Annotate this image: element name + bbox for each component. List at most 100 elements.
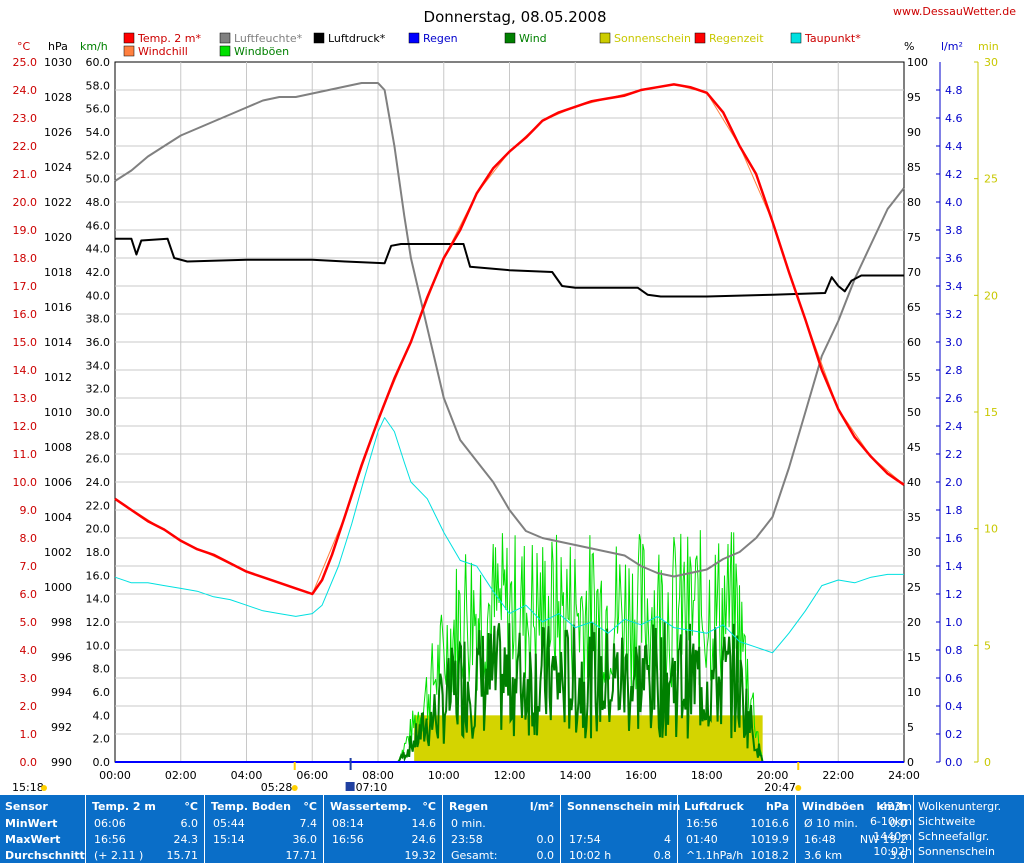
stats-cell-value: 0.0 — [536, 833, 555, 846]
tick-humidity: 70 — [907, 266, 921, 279]
legend-swatch — [219, 45, 231, 57]
tick-humidity: 85 — [907, 161, 921, 174]
stats-cell-row: 15:14 36.0 — [205, 832, 323, 847]
legend-swatch — [313, 32, 325, 44]
tick-pressure: 1028 — [44, 91, 72, 104]
tick-pressure: 1000 — [44, 581, 72, 594]
tick-wind: 44.0 — [86, 243, 111, 256]
website-link[interactable]: www.DessauWetter.de — [893, 5, 1016, 18]
tick-pressure: 1014 — [44, 336, 72, 349]
stats-header-label: Temp. Boden — [211, 800, 291, 813]
tick-rain: 1.6 — [945, 532, 963, 545]
stats-cell-value: 6.0 — [180, 817, 199, 830]
stats-column: Luftdruck hPa 16:56 1016.6 01:40 1019.9 ^1.1hP… — [678, 795, 796, 863]
tick-time: 18:00 — [691, 769, 723, 782]
tick-wind: 20.0 — [86, 523, 111, 536]
stats-cell-row — [561, 816, 677, 831]
stats-row-label: Durchschnitt — [0, 848, 85, 863]
tick-wind: 4.0 — [93, 709, 111, 722]
tick-humidity: 5 — [907, 721, 914, 734]
sunset-icon — [795, 785, 802, 791]
tick-wind: 56.0 — [86, 103, 111, 116]
stats-header: Temp. 2 m °C — [86, 799, 204, 814]
tick-pressure: 1010 — [44, 406, 72, 419]
tick-humidity: 45 — [907, 441, 921, 454]
tick-wind: 42.0 — [86, 266, 111, 279]
stats-cell-time: Ø 10 min. — [804, 817, 858, 830]
tick-temp: 10.0 — [13, 476, 38, 489]
legend-label: Taupunkt* — [804, 32, 861, 45]
stats-label-column: Sensor MinWert MaxWert Durchschnitt — [0, 795, 86, 863]
series-luftfeuchte — [114, 82, 905, 578]
stats-header-unit: hPa — [765, 800, 789, 813]
wind-line — [397, 622, 764, 763]
weather-chart: Donnerstag, 08.05.2008 www.DessauWetter.… — [12, 5, 1016, 794]
stats-cell-value: 7.4 — [299, 817, 318, 830]
unit-humidity: % — [904, 40, 914, 53]
stats-header-label: Windböen — [802, 800, 865, 813]
tick-wind: 58.0 — [86, 79, 111, 92]
tick-temp: 24.0 — [13, 84, 38, 97]
stats-cell-time: 10:02 h — [569, 849, 612, 862]
tick-humidity: 20 — [907, 616, 921, 629]
tick-time: 20:00 — [757, 769, 789, 782]
stats-header-unit: l/m² — [529, 800, 554, 813]
tick-pressure: 1004 — [44, 511, 72, 524]
stats-header: Temp. Boden °C — [205, 799, 323, 814]
extra-stat-value: 423m — [880, 800, 912, 813]
tick-humidity: 55 — [907, 371, 921, 384]
tick-pressure: 1016 — [44, 301, 72, 314]
tick-rain: 3.8 — [945, 224, 963, 237]
tick-pressure: 998 — [51, 616, 72, 629]
tick-pressure: 1022 — [44, 196, 72, 209]
tick-temp: 13.0 — [13, 392, 38, 405]
tick-humidity: 0 — [907, 756, 914, 769]
tick-wind: 34.0 — [86, 359, 111, 372]
moonrise-time: 07:10 — [356, 781, 388, 794]
series-taupunkt — [114, 417, 904, 654]
stats-cell-value: 14.6 — [411, 817, 437, 830]
tick-wind: 50.0 — [86, 173, 111, 186]
stats-cell-row: 0 min. — [443, 816, 560, 831]
stats-cell-time: 16:48 — [804, 833, 836, 846]
legend-label: Regen — [423, 32, 458, 45]
tick-time: 22:00 — [822, 769, 854, 782]
stats-cell-row: 19.32 — [324, 848, 442, 863]
tick-temp: 4.0 — [20, 644, 38, 657]
tick-wind: 36.0 — [86, 336, 111, 349]
tick-temp: 22.0 — [13, 140, 38, 153]
row-label: Sensor — [5, 800, 48, 813]
stats-row-label: MaxWert — [0, 832, 85, 847]
axis-tick-labels: 25.0 24.0 23.0 22.0 21.0 20.0 19.0 18.0 17.0 16.0… — [13, 56, 999, 782]
stats-cell-value: 17.71 — [285, 849, 318, 862]
stats-cell-row: 16:48 NW 19.2 — [796, 832, 913, 847]
sunrise-time: 05:28 — [261, 781, 293, 794]
legend-swatch — [123, 45, 135, 57]
tick-sunshine: 20 — [984, 289, 998, 302]
extra-stat-value: 1440m — [873, 830, 912, 843]
row-label: MaxWert — [5, 833, 61, 846]
legend-swatch — [790, 32, 802, 44]
stats-header: Wassertemp. °C — [324, 799, 442, 814]
tick-pressure: 994 — [51, 686, 72, 699]
unit-pressure: hPa — [48, 40, 68, 53]
legend-label: Wind — [519, 32, 547, 45]
stats-cell-row: 16:56 24.6 — [324, 832, 442, 847]
stats-column: Regen l/m² 0 min. 23:58 0.0 Gesamt: 0.0 — [443, 795, 561, 863]
stats-header-label: Luftdruck — [684, 800, 744, 813]
unit-wind: km/h — [80, 40, 108, 53]
tick-temp: 19.0 — [13, 224, 38, 237]
stats-cell-value: 15.71 — [166, 849, 199, 862]
tick-time: 00:00 — [99, 769, 131, 782]
tick-wind: 30.0 — [86, 406, 111, 419]
tick-pressure: 1012 — [44, 371, 72, 384]
legend-swatch — [219, 32, 231, 44]
tick-time: 04:00 — [231, 769, 263, 782]
tick-wind: 24.0 — [86, 476, 111, 489]
stats-cell-time: 08:14 — [332, 817, 364, 830]
tick-rain: 3.4 — [945, 280, 963, 293]
tick-rain: 4.2 — [945, 168, 963, 181]
extra-stat-label: Schneefallgr. — [918, 830, 990, 843]
tick-rain: 1.8 — [945, 504, 963, 517]
tick-wind: 40.0 — [86, 289, 111, 302]
